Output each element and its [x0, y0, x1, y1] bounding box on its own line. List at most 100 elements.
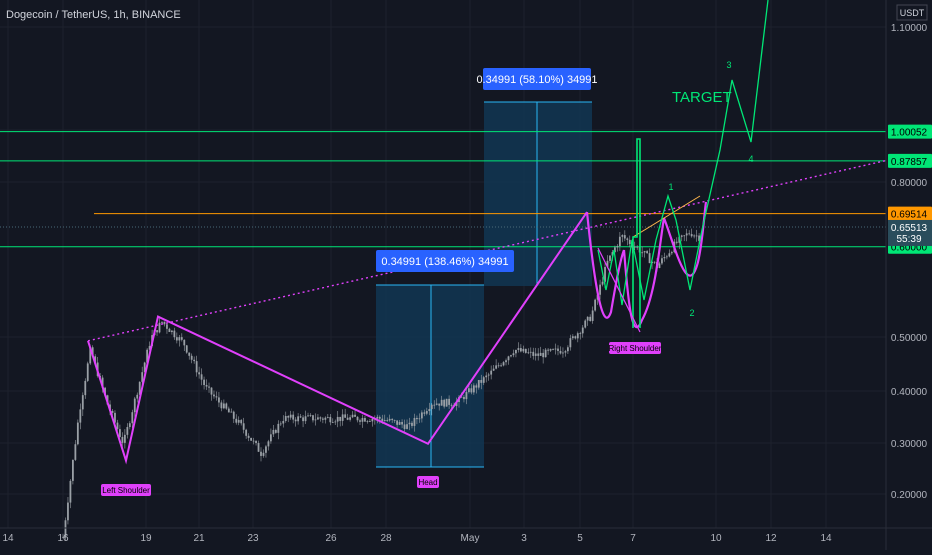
candle-body [567, 347, 569, 352]
candle-body [265, 446, 267, 453]
candle-body [210, 387, 213, 395]
candle-body [245, 429, 248, 436]
y-tick-label: 1.10000 [891, 23, 928, 34]
price-level-tag [888, 153, 932, 168]
candle-body [274, 429, 277, 433]
candle-body [235, 418, 238, 423]
candle-body [67, 502, 69, 521]
candle-body [252, 440, 255, 442]
measure-zones [376, 101, 592, 468]
candle-body [507, 356, 510, 361]
candle-body [591, 310, 594, 321]
candle-body [198, 372, 201, 375]
chart-labels: 0.34991 (138.46%) 34991 0.34991 (58.10%) … [101, 60, 754, 496]
candle-body [376, 416, 379, 419]
candle-body [364, 418, 366, 422]
current-price-countdown: 55:39 [896, 234, 921, 245]
candle-body [658, 263, 661, 268]
candle-body [495, 365, 498, 369]
candle-body [668, 253, 671, 257]
candle-body [532, 351, 535, 356]
candle-body [79, 409, 82, 423]
x-tick-label: 12 [765, 533, 777, 544]
candle-body [267, 441, 270, 447]
candle-body [512, 353, 515, 356]
candle-body [289, 414, 292, 418]
candle-body [666, 256, 668, 258]
projection-pole [632, 138, 641, 328]
candle-body [515, 349, 517, 354]
candle-body [641, 252, 644, 254]
candle-body [398, 422, 401, 425]
candle-body [611, 252, 614, 256]
candle-body [542, 352, 545, 358]
candle-body [346, 417, 349, 420]
candle-body [193, 359, 196, 362]
candle-body [537, 353, 540, 356]
candle-body [156, 330, 158, 333]
candle-body [465, 392, 468, 400]
candle-body [126, 427, 129, 435]
candle-body [309, 415, 312, 417]
candle-body [225, 403, 228, 409]
price-axis[interactable]: 1.100000.900000.800000.500000.400000.300… [885, 0, 932, 550]
candle-body [339, 416, 342, 421]
candle-body [621, 235, 624, 237]
candle-body [74, 444, 77, 460]
candle-body [517, 348, 520, 350]
candle-body [76, 422, 79, 445]
time-axis[interactable]: 14 16 19 21 23 26 28 May 3 5 7 10 12 14 [0, 527, 932, 544]
candle-body [413, 417, 416, 426]
candle-body [562, 352, 564, 354]
candle-body [695, 235, 698, 237]
y-tick-label: 0.30000 [891, 439, 928, 450]
candle-body [188, 352, 191, 356]
candle-body [232, 411, 235, 419]
currency-badge[interactable]: USDT [900, 8, 925, 18]
candle-body [334, 421, 337, 423]
candle-body [302, 417, 304, 422]
x-tick-label: 14 [2, 533, 14, 544]
candle-body [510, 355, 512, 357]
candle-body [601, 281, 604, 285]
candle-body [84, 380, 87, 396]
candle-body [242, 423, 245, 430]
x-tick-label: 16 [57, 533, 69, 544]
currency-badge-frame[interactable] [896, 4, 928, 21]
x-tick-label: 21 [193, 533, 205, 544]
cup-arc-2 [622, 217, 666, 329]
candle-body [549, 349, 552, 351]
candle-body [435, 403, 438, 405]
candle-body [492, 368, 495, 371]
candle-body [166, 324, 168, 329]
candle-body [534, 353, 537, 356]
candle-body [183, 339, 186, 346]
candle-body [539, 352, 542, 356]
candle-body [81, 395, 84, 410]
candle-body [586, 316, 589, 321]
candle-body [344, 414, 347, 418]
candle-body [349, 417, 351, 420]
candle-body [438, 403, 441, 406]
candle-body [257, 443, 260, 452]
candle-body [636, 246, 639, 248]
candle-body [136, 394, 139, 399]
y-tick-label: 0.50000 [891, 333, 928, 344]
candle-body [554, 348, 557, 350]
candle-body [200, 374, 203, 380]
candle-body [128, 423, 131, 428]
candle-body [208, 386, 210, 388]
candle-body [485, 375, 488, 378]
candle-body [141, 372, 144, 382]
measure-zone-1 [376, 285, 484, 467]
y-tick-label: 0.40000 [891, 387, 928, 398]
candle-body [416, 417, 418, 420]
candle-body [406, 424, 408, 429]
candle-body [552, 349, 554, 350]
candle-body [178, 337, 181, 341]
measure-label-1-bg [376, 250, 514, 272]
candle-body [220, 402, 223, 409]
pattern-label-head: Head [418, 478, 437, 487]
